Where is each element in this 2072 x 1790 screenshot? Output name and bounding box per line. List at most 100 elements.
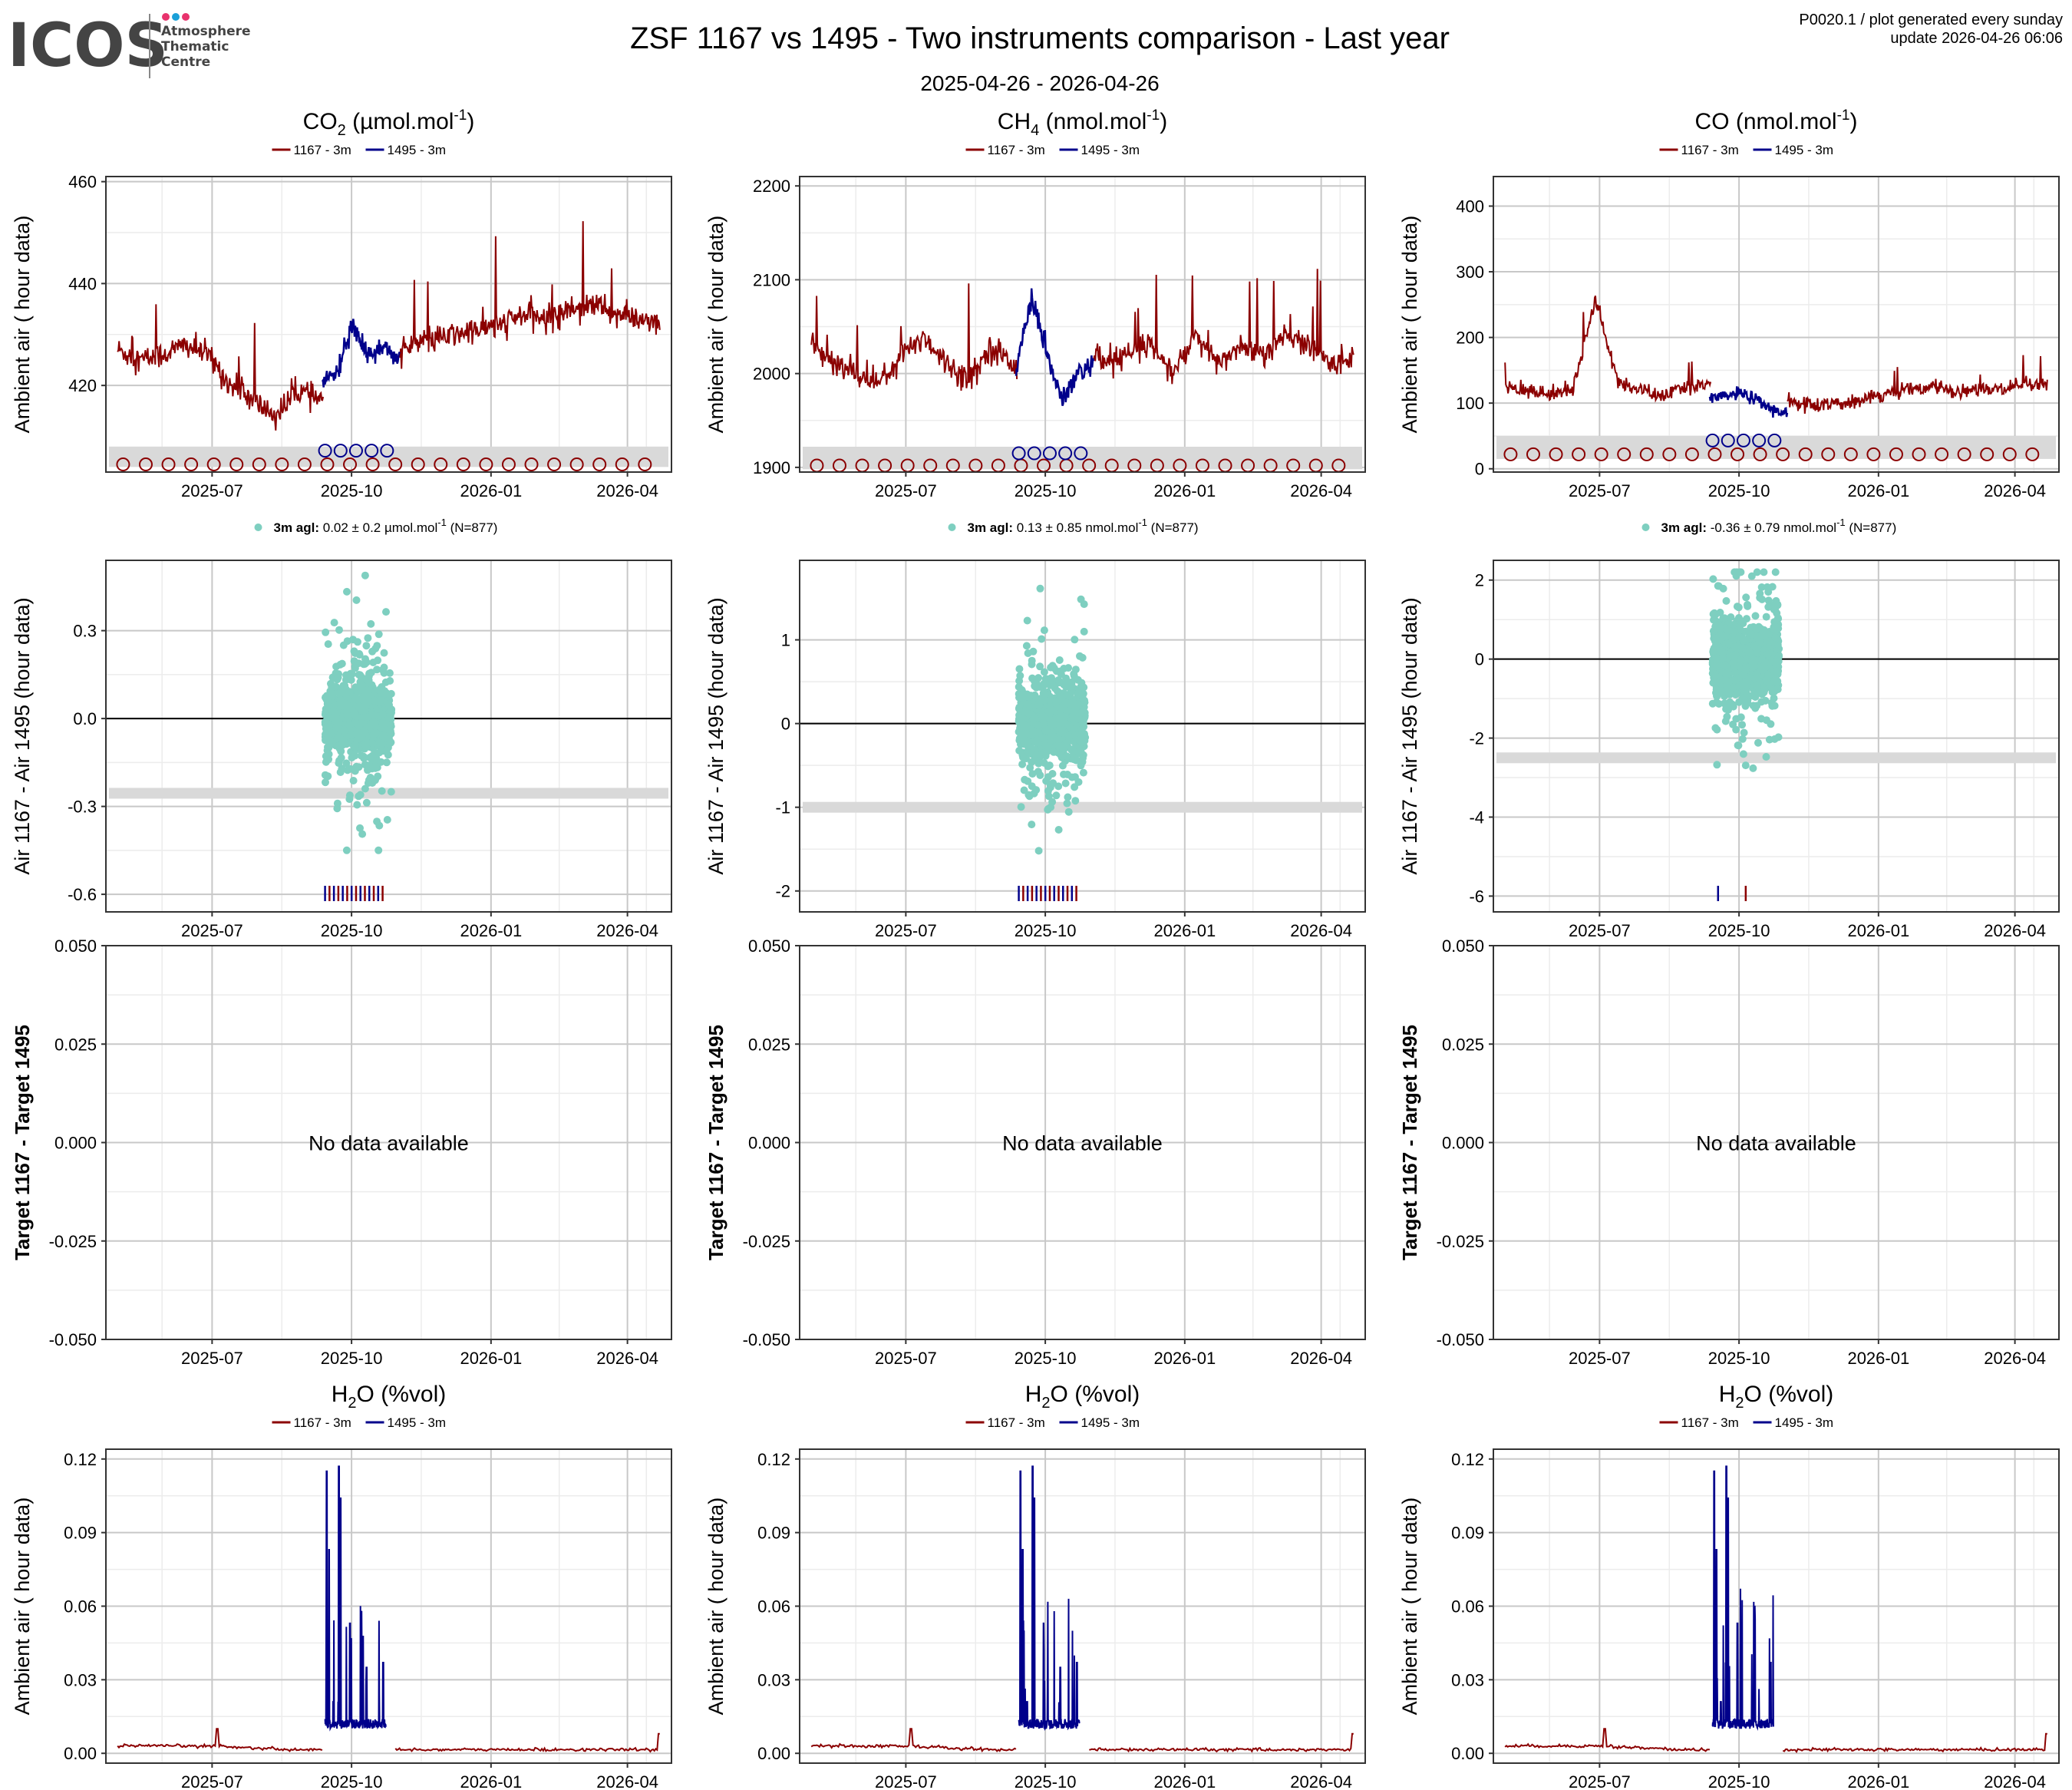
series-1495-line [1711,1465,1774,1731]
diff-point [1718,654,1727,662]
meta-line-2: update 2026-04-26 06:06 [1890,30,2063,47]
logo-dot-pink-2 [182,13,190,21]
diff-point [1709,648,1717,656]
title-unit: O (%vol) [1051,1382,1140,1407]
y-tick-label: 0.00 [64,1744,97,1763]
y-tick-label: 2 [1475,571,1484,590]
legend-label-1167: 1167 - 3m [1681,143,1739,157]
stats-legend: 3m agl: 0.13 ± 0.85 nmol.mol-1 (N=877) [968,517,1199,535]
x-tick-label: 2025-10 [1015,1772,1077,1790]
diff-point [1041,734,1048,742]
diff-point [361,571,369,580]
x-tick-label: 2026-04 [596,921,658,940]
diff-point [1757,583,1766,591]
diff-point [380,663,388,672]
diff-point [1060,665,1068,672]
diff-point [1733,603,1741,611]
marker-1167 [411,457,425,472]
diff-point [1034,728,1043,737]
legend-label-1167: 1167 - 3m [988,143,1045,157]
plot-frame [1493,560,2060,913]
diff-point [1744,602,1752,610]
diff-point [362,798,371,807]
diff-point [1750,662,1759,670]
legend-label-1495: 1495 - 3m [1775,143,1834,157]
y-tick-label: -4 [1469,807,1484,827]
diff-point [322,778,329,787]
y-tick-label: -0.025 [49,1232,97,1251]
diff-point [351,767,359,775]
x-tick-label: 2025-10 [321,1349,383,1368]
y-tick-label: -0.025 [743,1232,790,1251]
series-1495-line [1018,1465,1081,1732]
legend-label-1167: 1167 - 3m [988,1415,1045,1430]
y-tick-label: 0.000 [54,1134,97,1153]
y-tick-label: -0.050 [743,1330,790,1349]
diff-point [380,669,388,677]
marker-1495 [1074,446,1088,461]
diff-point [1730,659,1738,667]
diff-point [340,727,348,735]
y-axis-label: Ambient air ( hour data) [1398,1498,1421,1716]
diff-point [338,702,346,710]
x-tick-label: 2026-01 [1153,921,1216,940]
diff-point [1071,797,1080,805]
diff-point [1031,738,1040,747]
h2o-panel-2: 0.00 0.03 0.06 0.09 0.12 2025-07 2025-10 2026-0… [1398,1382,2060,1790]
diff-point [362,642,371,650]
y-tick-label: 0 [1475,650,1484,669]
diff-point [1019,736,1028,745]
diff-point [333,804,341,813]
y-axis-label: Target 1167 - Target 1495 [11,1025,34,1260]
marker-1167 [2002,447,2017,461]
diff-point [350,741,358,750]
marker-1167 [297,457,312,472]
diff-point [1713,761,1721,769]
diff-point [345,721,354,729]
diff-point [362,761,371,769]
diff-point [1729,720,1737,728]
diff-point [1758,690,1767,698]
diff-point [1734,614,1743,622]
diff-point [1738,735,1747,743]
diff-point [1718,649,1727,657]
y-axis-label: Ambient air ( hour data) [1398,216,1421,434]
diff-point [1731,676,1739,685]
diff-point [1076,652,1084,660]
diff-point [1757,698,1766,706]
diff-point [1068,773,1076,781]
diff-point [373,665,381,674]
marker-1495 [333,444,348,458]
diff-point [1773,669,1781,677]
diff-point [1050,748,1058,756]
diff-point [378,787,386,795]
panel-title: H2O (%vol) [1025,1382,1140,1412]
diff-point [322,752,330,761]
y-axis-label: Ambient air ( hour data) [11,216,34,434]
diff-point [1063,738,1071,747]
diff-point [1712,685,1721,694]
diff-point [342,759,351,768]
x-tick-label: 2025-10 [321,481,383,500]
title-unit: O (%vol) [357,1382,447,1407]
stats-sup: -1 [1138,517,1147,528]
diff-point [361,741,370,750]
diff-point [1036,662,1044,671]
y-tick-label: 0.00 [757,1744,790,1763]
x-tick-label: 2026-01 [1153,481,1216,500]
diff-point [374,772,382,781]
stats-legend-key [254,523,262,531]
marker-1495 [1027,446,1041,461]
marker-1495 [380,444,394,458]
diff-point [1071,636,1079,644]
diff-point [1754,649,1761,657]
diff-point [1058,728,1067,736]
diff-point [1729,702,1737,711]
marker-1167 [206,457,221,472]
diff-point [324,640,332,649]
stats-value: 0.13 ± 0.85 nmol.mol [1017,520,1139,535]
legend-label-1495: 1495 - 3m [388,143,447,157]
diff-point [1077,738,1086,746]
y-tick-label: 0.025 [748,1035,790,1054]
diff-point [385,669,394,677]
